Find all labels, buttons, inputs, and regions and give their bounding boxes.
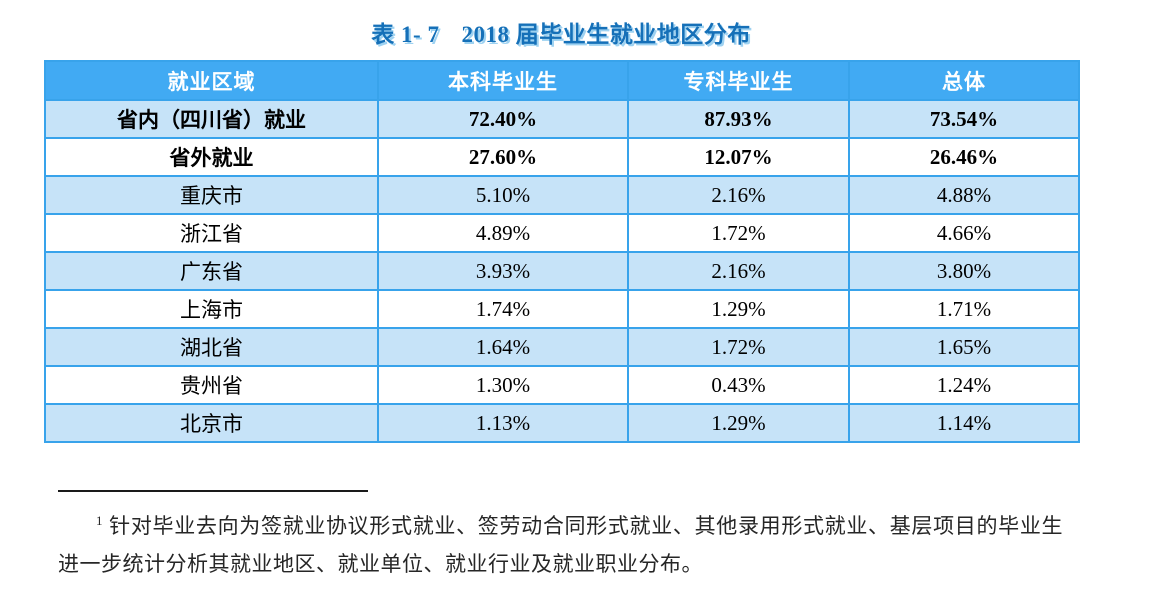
table-cell: 1.29% xyxy=(627,403,850,443)
table-cell: 1.30% xyxy=(377,365,629,405)
table-row: 重庆市 5.10% 2.16% 4.88% xyxy=(44,175,1080,215)
table-cell: 重庆市 xyxy=(44,175,379,215)
table-cell: 4.89% xyxy=(377,213,629,253)
table-row: 贵州省 1.30% 0.43% 1.24% xyxy=(44,365,1080,405)
table-row: 北京市 1.13% 1.29% 1.14% xyxy=(44,403,1080,443)
header-cell-overall: 总体 xyxy=(848,60,1080,101)
footnote-marker: 1 xyxy=(96,513,103,528)
table-cell: 12.07% xyxy=(627,137,850,177)
table-cell: 0.43% xyxy=(627,365,850,405)
table-body: 省内（四川省）就业 72.40% 87.93% 73.54% 省外就业 27.60% 12.… xyxy=(44,99,1080,443)
table-cell: 1.72% xyxy=(627,213,850,253)
header-cell-undergraduate: 本科毕业生 xyxy=(377,60,629,101)
table-cell: 1.64% xyxy=(377,327,629,367)
table-cell: 4.66% xyxy=(848,213,1080,253)
report-page: 表 1- 7 2018 届毕业生就业地区分布 就业区域 本科毕业生 专科毕业生 总… xyxy=(0,15,1156,610)
table-cell: 贵州省 xyxy=(44,365,379,405)
table-cell: 4.88% xyxy=(848,175,1080,215)
table-cell: 73.54% xyxy=(848,99,1080,139)
table-cell: 1.74% xyxy=(377,289,629,329)
footnote-block: 1 针对毕业去向为签就业协议形式就业、签劳动合同形式就业、其他录用形式就业、基层项… xyxy=(58,490,1063,583)
table-row: 湖北省 1.64% 1.72% 1.65% xyxy=(44,327,1080,367)
footnote-separator-rule xyxy=(58,490,368,492)
table-cell: 2.16% xyxy=(627,175,850,215)
employment-region-table: 就业区域 本科毕业生 专科毕业生 总体 省内（四川省）就业 72.40% 87.93… xyxy=(44,60,1080,443)
table-cell: 27.60% xyxy=(377,137,629,177)
table-row: 广东省 3.93% 2.16% 3.80% xyxy=(44,251,1080,291)
header-cell-junior-college: 专科毕业生 xyxy=(627,60,850,101)
table-cell: 3.80% xyxy=(848,251,1080,291)
table-cell: 1.72% xyxy=(627,327,850,367)
table-cell: 浙江省 xyxy=(44,213,379,253)
table-header-row: 就业区域 本科毕业生 专科毕业生 总体 xyxy=(44,60,1080,101)
table-cell: 1.29% xyxy=(627,289,850,329)
header-cell-region: 就业区域 xyxy=(44,60,379,101)
table-cell: 湖北省 xyxy=(44,327,379,367)
table-row: 省外就业 27.60% 12.07% 26.46% xyxy=(44,137,1080,177)
table-cell: 2.16% xyxy=(627,251,850,291)
table-cell: 1.14% xyxy=(848,403,1080,443)
table-row: 上海市 1.74% 1.29% 1.71% xyxy=(44,289,1080,329)
table-cell: 87.93% xyxy=(627,99,850,139)
table-title-text: 2018 届毕业生就业地区分布 xyxy=(461,22,751,47)
table-cell: 1.71% xyxy=(848,289,1080,329)
table-cell: 3.93% xyxy=(377,251,629,291)
footnote-body: 针对毕业去向为签就业协议形式就业、签劳动合同形式就业、其他录用形式就业、基层项目… xyxy=(58,514,1063,576)
table-row: 浙江省 4.89% 1.72% 4.66% xyxy=(44,213,1080,253)
table-row: 省内（四川省）就业 72.40% 87.93% 73.54% xyxy=(44,99,1080,139)
table-cell: 1.65% xyxy=(848,327,1080,367)
table-cell: 上海市 xyxy=(44,289,379,329)
table-cell: 1.24% xyxy=(848,365,1080,405)
footnote-text: 1 针对毕业去向为签就业协议形式就业、签劳动合同形式就业、其他录用形式就业、基层项… xyxy=(58,507,1063,583)
table-cell: 北京市 xyxy=(44,403,379,443)
table-cell: 5.10% xyxy=(377,175,629,215)
table-cell: 省内（四川省）就业 xyxy=(44,99,379,139)
table-cell: 72.40% xyxy=(377,99,629,139)
table-cell: 1.13% xyxy=(377,403,629,443)
table-cell: 广东省 xyxy=(44,251,379,291)
table-number: 表 1- 7 xyxy=(371,22,440,47)
table-cell: 26.46% xyxy=(848,137,1080,177)
table-cell: 省外就业 xyxy=(44,137,379,177)
table-title: 表 1- 7 2018 届毕业生就业地区分布 xyxy=(44,15,1078,49)
